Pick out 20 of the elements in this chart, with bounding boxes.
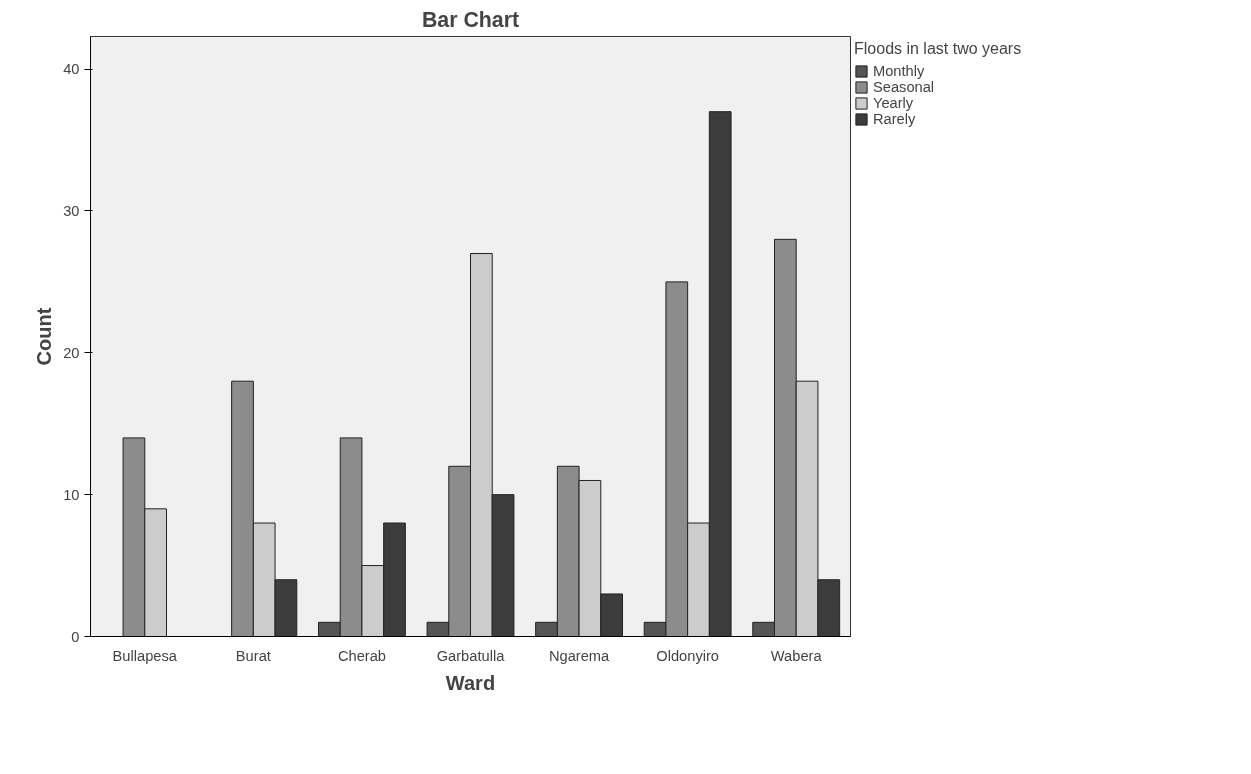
legend-label: Yearly (873, 95, 914, 111)
x-tick-label: Wabera (770, 647, 823, 664)
y-tick-label: 10 (63, 486, 80, 503)
x-tick-label: Bullapesa (112, 647, 178, 664)
x-tick-label: Oldonyiro (656, 647, 720, 664)
legend-title: Floods in last two years (854, 40, 1022, 58)
x-tick-label: Burat (235, 647, 271, 664)
y-tick-label: 30 (63, 202, 80, 219)
legend-label: Rarely (873, 111, 916, 127)
legend-label: Monthly (873, 63, 925, 79)
x-tick-label: Garbatulla (436, 647, 506, 664)
x-tick-label: Cherab (337, 647, 386, 664)
x-axis-title: Ward (445, 671, 496, 694)
x-tick-label: Ngarema (548, 647, 611, 664)
legend-label: Seasonal (873, 79, 935, 95)
y-axis-title: Count (33, 307, 56, 366)
y-tick-label: 0 (71, 628, 80, 645)
chart-title: Bar Chart (421, 7, 520, 32)
y-tick-label: 40 (63, 61, 80, 78)
y-tick-label: 20 (63, 344, 80, 361)
